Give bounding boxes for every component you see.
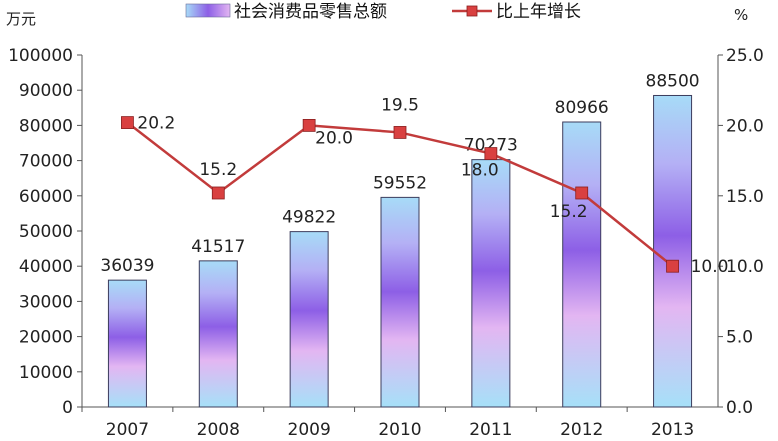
left-tick-label: 50000 xyxy=(19,222,73,242)
growth-value-label: 20.0 xyxy=(315,128,353,148)
left-tick-label: 0 xyxy=(62,398,73,418)
bar xyxy=(107,279,147,408)
growth-value-label: 20.2 xyxy=(137,114,175,134)
right-tick-label: 5.0 xyxy=(726,328,753,348)
bar-value-label: 49822 xyxy=(282,208,336,228)
right-tick-label: 25.0 xyxy=(726,46,764,66)
x-tick-labels: 2007 2008 2009 2010 2011 2012 2013 xyxy=(81,407,694,440)
bars xyxy=(107,94,693,408)
bar xyxy=(653,94,693,408)
left-tick-label: 100000 xyxy=(8,46,73,66)
x-tick-label: 2011 xyxy=(469,420,512,440)
growth-value-label: 15.2 xyxy=(550,202,588,222)
legend-line-label: 比上年增长 xyxy=(496,2,581,22)
left-axis-ticks: 0 10000 20000 30000 40000 50000 60000 70000 8000… xyxy=(8,46,82,418)
x-tick-label: 2013 xyxy=(651,420,694,440)
legend: 社会消费品零售总额 比上年增长 xyxy=(185,2,581,22)
left-tick-label: 80000 xyxy=(19,116,73,136)
bar-value-label: 80966 xyxy=(555,98,609,118)
legend-bar-label: 社会消费品零售总额 xyxy=(234,2,387,22)
growth-marker xyxy=(393,126,407,139)
right-axis-ticks: 0.0 5.0 10.0 15.0 20.0 25.0 xyxy=(718,46,764,418)
left-axis-unit: 万元 xyxy=(6,10,36,28)
legend-line-marker xyxy=(466,5,478,17)
left-tick-label: 30000 xyxy=(19,292,73,312)
legend-bar-swatch xyxy=(185,3,231,18)
left-tick-label: 60000 xyxy=(19,187,73,207)
bar xyxy=(289,231,329,408)
growth-marker xyxy=(302,119,316,132)
growth-value-label: 15.2 xyxy=(199,160,237,180)
left-tick-label: 70000 xyxy=(19,152,73,172)
left-tick-label: 40000 xyxy=(19,257,73,277)
bar xyxy=(380,196,420,408)
growth-value-label: 19.5 xyxy=(381,95,419,115)
right-tick-label: 15.0 xyxy=(726,187,764,207)
growth-marker xyxy=(666,259,679,273)
growth-marker xyxy=(121,116,134,129)
growth-marker xyxy=(211,186,225,200)
x-tick-label: 2012 xyxy=(560,420,603,440)
growth-marker xyxy=(484,147,498,160)
x-tick-label: 2010 xyxy=(378,420,421,440)
left-tick-label: 10000 xyxy=(19,363,73,383)
bar xyxy=(198,260,238,408)
growth-labels: 20.2 15.2 20.0 19.5 18.0 15.2 10.0 xyxy=(137,95,728,277)
bar-value-label: 41517 xyxy=(191,237,245,257)
x-tick-label: 2008 xyxy=(197,420,240,440)
right-tick-label: 10.0 xyxy=(726,257,764,277)
growth-value-label: 18.0 xyxy=(461,161,499,181)
x-tick-label: 2007 xyxy=(106,420,149,440)
bar-value-label: 59552 xyxy=(373,173,427,193)
bar xyxy=(471,159,511,408)
right-axis-unit: % xyxy=(734,6,748,24)
left-tick-label: 20000 xyxy=(19,328,73,348)
x-tick-label: 2009 xyxy=(288,420,331,440)
left-tick-label: 90000 xyxy=(19,81,73,101)
growth-line-series xyxy=(121,116,679,273)
right-tick-label: 0.0 xyxy=(726,398,753,418)
bar-value-label: 88500 xyxy=(646,71,700,91)
bar-value-label: 36039 xyxy=(100,256,154,276)
growth-marker xyxy=(575,186,589,200)
bar xyxy=(562,121,602,408)
right-tick-label: 20.0 xyxy=(726,116,764,136)
growth-value-label: 10.0 xyxy=(691,257,729,277)
